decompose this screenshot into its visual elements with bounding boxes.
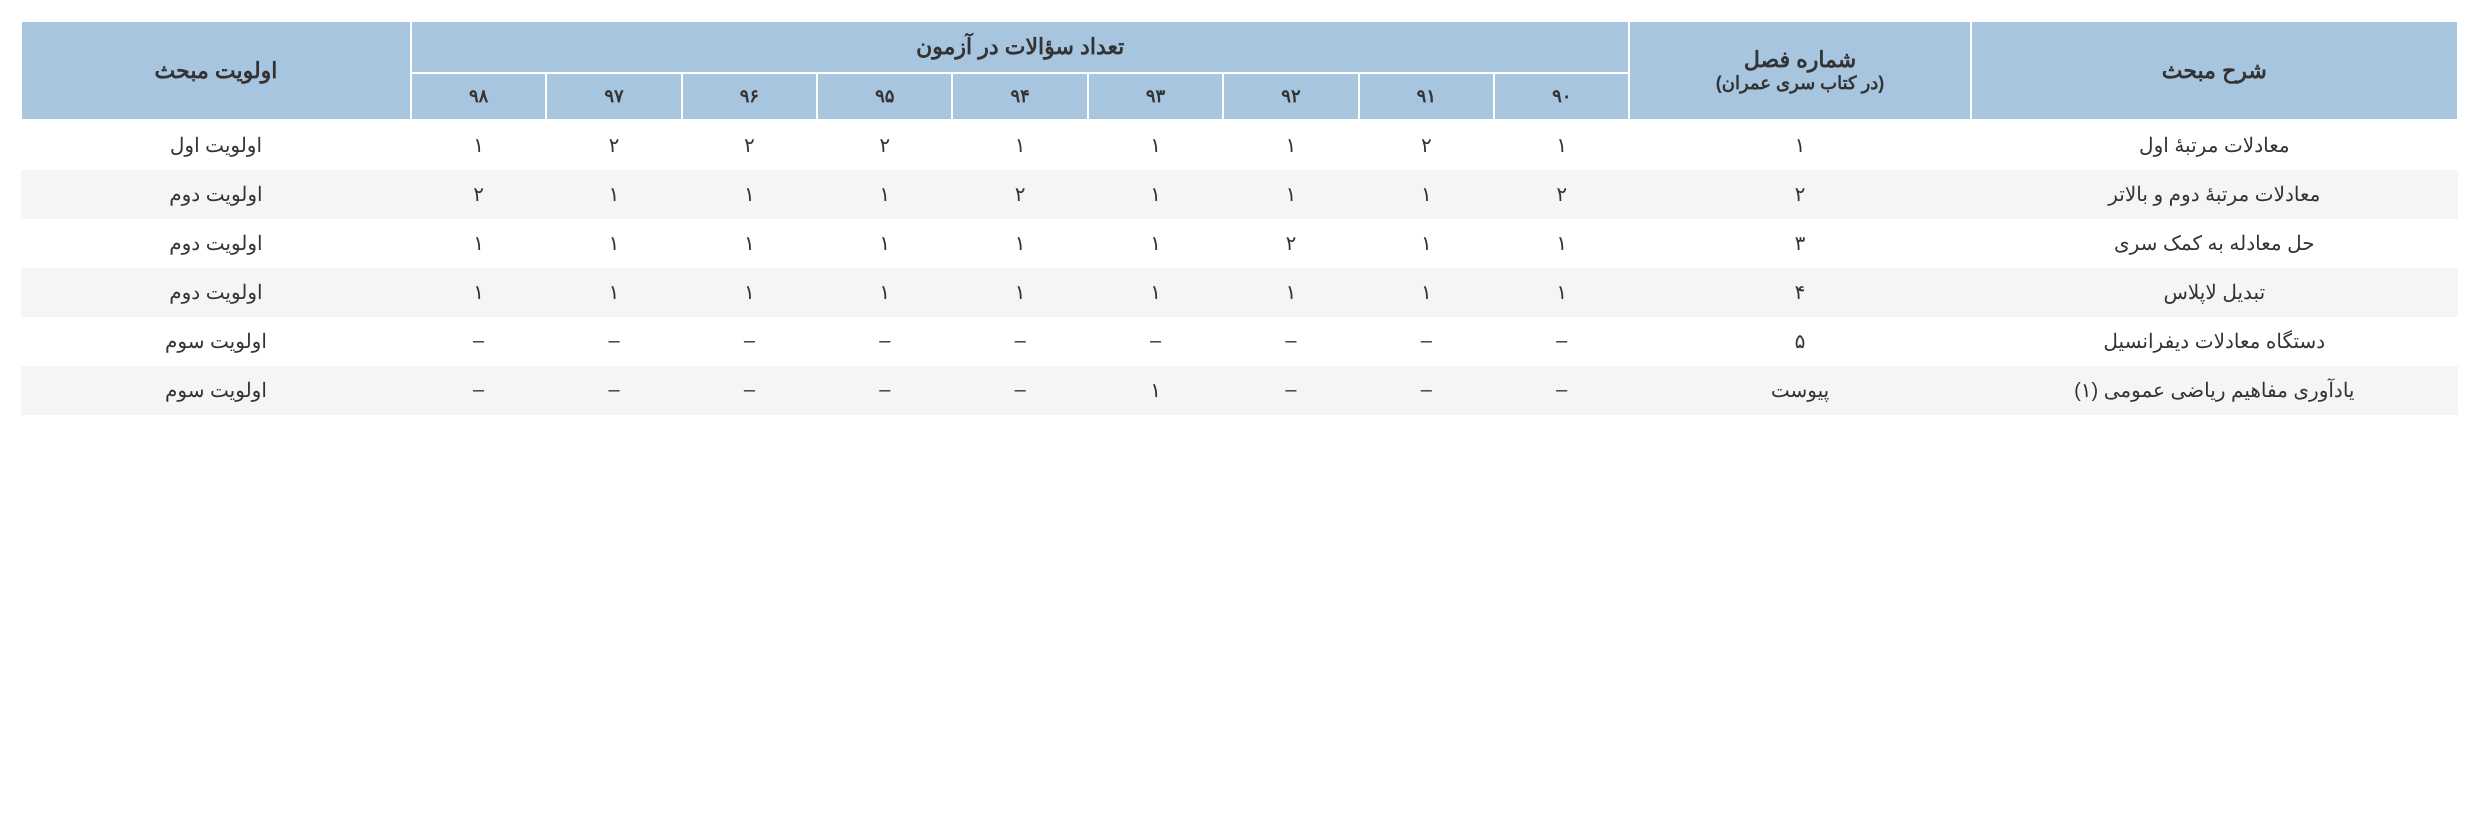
cell-y93: ۱ bbox=[1088, 120, 1223, 170]
cell-topic: دستگاه معادلات دیفرانسیل bbox=[1971, 317, 2458, 366]
cell-y97: – bbox=[546, 317, 681, 366]
cell-y94: – bbox=[952, 366, 1087, 415]
cell-y90: ۱ bbox=[1494, 268, 1629, 317]
cell-y97: ۲ bbox=[546, 120, 681, 170]
cell-y92: ۱ bbox=[1223, 170, 1358, 219]
cell-y97: ۱ bbox=[546, 170, 681, 219]
cell-y93: ۱ bbox=[1088, 366, 1223, 415]
cell-chapter: ۳ bbox=[1629, 219, 1970, 268]
cell-y95: – bbox=[817, 366, 952, 415]
cell-y91: ۲ bbox=[1359, 120, 1494, 170]
cell-y97: ۱ bbox=[546, 268, 681, 317]
cell-chapter: ۲ bbox=[1629, 170, 1970, 219]
cell-y91: – bbox=[1359, 366, 1494, 415]
cell-y98: ۲ bbox=[411, 170, 546, 219]
cell-y98: – bbox=[411, 317, 546, 366]
cell-y90: – bbox=[1494, 366, 1629, 415]
cell-y97: ۱ bbox=[546, 219, 681, 268]
cell-y93: ۱ bbox=[1088, 219, 1223, 268]
cell-y91: ۱ bbox=[1359, 219, 1494, 268]
cell-y93: – bbox=[1088, 317, 1223, 366]
cell-chapter: ۱ bbox=[1629, 120, 1970, 170]
cell-topic: معادلات مرتبهٔ دوم و بالاتر bbox=[1971, 170, 2458, 219]
cell-y98: – bbox=[411, 366, 546, 415]
header-questions-count: تعداد سؤالات در آزمون bbox=[411, 21, 1630, 73]
cell-topic: حل معادله به کمک سری bbox=[1971, 219, 2458, 268]
cell-topic: معادلات مرتبهٔ اول bbox=[1971, 120, 2458, 170]
cell-y96: ۱ bbox=[682, 219, 817, 268]
header-year-92: ۹۲ bbox=[1223, 73, 1358, 120]
cell-y90: ۲ bbox=[1494, 170, 1629, 219]
cell-y91: ۱ bbox=[1359, 170, 1494, 219]
cell-y90: – bbox=[1494, 317, 1629, 366]
table-body: معادلات مرتبهٔ اول ۱ ۱ ۲ ۱ ۱ ۱ ۲ ۲ ۲ ۱ ا… bbox=[21, 120, 2458, 415]
cell-y92: ۱ bbox=[1223, 120, 1358, 170]
cell-priority: اولویت سوم bbox=[21, 317, 411, 366]
cell-y94: ۲ bbox=[952, 170, 1087, 219]
table-row: معادلات مرتبهٔ اول ۱ ۱ ۲ ۱ ۱ ۱ ۲ ۲ ۲ ۱ ا… bbox=[21, 120, 2458, 170]
header-year-97: ۹۷ bbox=[546, 73, 681, 120]
header-row-1: شرح مبحث شماره فصل (در کتاب سری عمران) ت… bbox=[21, 21, 2458, 73]
header-chapter-line2: (در کتاب سری عمران) bbox=[1638, 73, 1961, 94]
table-row: معادلات مرتبهٔ دوم و بالاتر ۲ ۲ ۱ ۱ ۱ ۲ … bbox=[21, 170, 2458, 219]
cell-y94: ۱ bbox=[952, 219, 1087, 268]
cell-y95: – bbox=[817, 317, 952, 366]
cell-y98: ۱ bbox=[411, 120, 546, 170]
cell-topic: یادآوری مفاهیم ریاضی عمومی (۱) bbox=[1971, 366, 2458, 415]
table-row: یادآوری مفاهیم ریاضی عمومی (۱) پیوست – –… bbox=[21, 366, 2458, 415]
cell-priority: اولویت اول bbox=[21, 120, 411, 170]
table-row: دستگاه معادلات دیفرانسیل ۵ – – – – – – –… bbox=[21, 317, 2458, 366]
header-year-98: ۹۸ bbox=[411, 73, 546, 120]
topics-table: شرح مبحث شماره فصل (در کتاب سری عمران) ت… bbox=[20, 20, 2459, 415]
cell-y96: – bbox=[682, 317, 817, 366]
cell-y94: – bbox=[952, 317, 1087, 366]
cell-y93: ۱ bbox=[1088, 268, 1223, 317]
table-row: تبدیل لاپلاس ۴ ۱ ۱ ۱ ۱ ۱ ۱ ۱ ۱ ۱ اولویت … bbox=[21, 268, 2458, 317]
header-year-91: ۹۱ bbox=[1359, 73, 1494, 120]
header-year-90: ۹۰ bbox=[1494, 73, 1629, 120]
cell-topic: تبدیل لاپلاس bbox=[1971, 268, 2458, 317]
cell-y90: ۱ bbox=[1494, 219, 1629, 268]
cell-y98: ۱ bbox=[411, 219, 546, 268]
table-row: حل معادله به کمک سری ۳ ۱ ۱ ۲ ۱ ۱ ۱ ۱ ۱ ۱… bbox=[21, 219, 2458, 268]
cell-priority: اولویت دوم bbox=[21, 170, 411, 219]
cell-y92: – bbox=[1223, 317, 1358, 366]
header-topic-description: شرح مبحث bbox=[1971, 21, 2458, 120]
cell-y92: ۱ bbox=[1223, 268, 1358, 317]
cell-y97: – bbox=[546, 366, 681, 415]
cell-y95: ۲ bbox=[817, 120, 952, 170]
cell-y95: ۱ bbox=[817, 219, 952, 268]
header-year-94: ۹۴ bbox=[952, 73, 1087, 120]
header-year-95: ۹۵ bbox=[817, 73, 952, 120]
cell-y92: ۲ bbox=[1223, 219, 1358, 268]
cell-y94: ۱ bbox=[952, 268, 1087, 317]
header-topic-priority: اولویت مبحث bbox=[21, 21, 411, 120]
cell-priority: اولویت سوم bbox=[21, 366, 411, 415]
cell-y90: ۱ bbox=[1494, 120, 1629, 170]
header-chapter-number: شماره فصل (در کتاب سری عمران) bbox=[1629, 21, 1970, 120]
cell-y95: ۱ bbox=[817, 170, 952, 219]
cell-y92: – bbox=[1223, 366, 1358, 415]
header-year-93: ۹۳ bbox=[1088, 73, 1223, 120]
cell-chapter: ۴ bbox=[1629, 268, 1970, 317]
cell-y96: – bbox=[682, 366, 817, 415]
cell-y94: ۱ bbox=[952, 120, 1087, 170]
cell-y93: ۱ bbox=[1088, 170, 1223, 219]
header-chapter-line1: شماره فصل bbox=[1638, 47, 1961, 73]
cell-y98: ۱ bbox=[411, 268, 546, 317]
cell-y96: ۱ bbox=[682, 170, 817, 219]
cell-chapter: ۵ bbox=[1629, 317, 1970, 366]
cell-y95: ۱ bbox=[817, 268, 952, 317]
header-year-96: ۹۶ bbox=[682, 73, 817, 120]
cell-y91: ۱ bbox=[1359, 268, 1494, 317]
cell-priority: اولویت دوم bbox=[21, 268, 411, 317]
cell-y96: ۱ bbox=[682, 268, 817, 317]
cell-chapter: پیوست bbox=[1629, 366, 1970, 415]
cell-priority: اولویت دوم bbox=[21, 219, 411, 268]
cell-y91: – bbox=[1359, 317, 1494, 366]
cell-y96: ۲ bbox=[682, 120, 817, 170]
